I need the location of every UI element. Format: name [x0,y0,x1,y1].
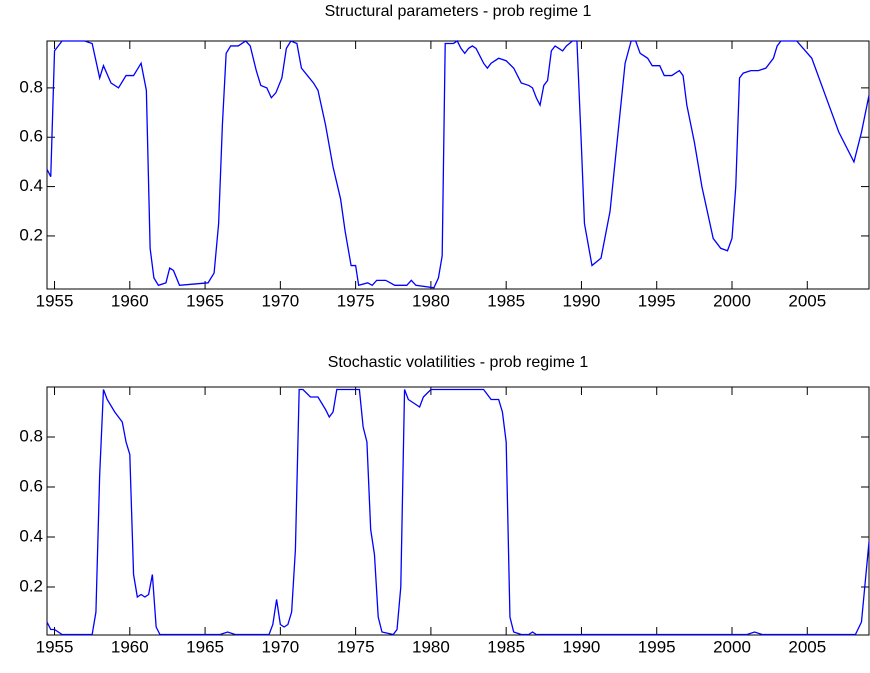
x-tick-label: 1985 [487,291,525,310]
plot-area [46,386,870,636]
x-tick-label: 2005 [788,291,826,310]
y-tick-label: 0.8 [19,426,43,445]
x-tick-label: 1990 [563,637,601,656]
x-tick-label: 1985 [487,637,525,656]
x-tick-label: 2000 [713,637,751,656]
x-tick-label: 1995 [638,291,676,310]
chart-title: Structural parameters - prob regime 1 [325,3,592,20]
y-tick-label: 0.4 [19,526,43,545]
x-tick-label: 1960 [111,637,149,656]
x-tick-label: 2005 [788,637,826,656]
y-tick-label: 0.8 [19,77,43,96]
plot-area [46,40,870,290]
data-line [46,388,870,636]
x-tick-label: 1975 [337,637,375,656]
x-tick-label: 1960 [111,291,149,310]
x-tick-label: 2000 [713,291,751,310]
y-tick-label: 0.2 [19,576,43,595]
x-tick-label: 1965 [186,637,224,656]
y-tick-label: 0.4 [19,176,43,195]
y-tick-label: 0.6 [19,127,43,146]
x-tick-label: 1975 [337,291,375,310]
x-tick-label: 1995 [638,637,676,656]
y-tick-label: 0.6 [19,476,43,495]
x-tick-label: 1955 [36,291,74,310]
x-tick-label: 1965 [186,291,224,310]
x-tick-label: 1980 [412,637,450,656]
chart-title: Stochastic volatilities - prob regime 1 [328,354,589,371]
x-tick-label: 1970 [261,637,299,656]
y-tick-label: 0.2 [19,225,43,244]
x-tick-label: 1990 [563,291,601,310]
data-line [46,40,870,289]
x-tick-label: 1970 [261,291,299,310]
x-tick-label: 1955 [36,637,74,656]
x-tick-label: 1980 [412,291,450,310]
